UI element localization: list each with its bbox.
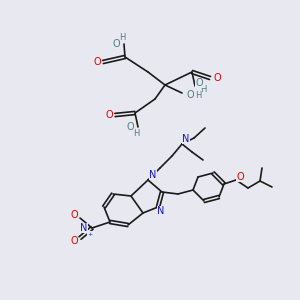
- Text: O: O: [112, 39, 120, 49]
- Text: H: H: [119, 32, 125, 41]
- Text: N: N: [157, 206, 165, 216]
- Text: O: O: [186, 90, 194, 100]
- Text: O: O: [70, 210, 78, 220]
- Text: N: N: [80, 223, 88, 233]
- Text: H: H: [195, 91, 201, 100]
- Text: O: O: [195, 78, 203, 88]
- Text: +: +: [87, 232, 93, 236]
- Text: O: O: [236, 172, 244, 182]
- Text: H: H: [200, 85, 206, 94]
- Text: O: O: [126, 122, 134, 132]
- Text: O: O: [213, 73, 221, 83]
- Text: N: N: [182, 134, 190, 144]
- Text: N: N: [149, 170, 157, 180]
- Text: H: H: [133, 128, 139, 137]
- Text: O: O: [105, 110, 113, 120]
- Text: O: O: [70, 236, 78, 246]
- Text: O: O: [93, 57, 101, 67]
